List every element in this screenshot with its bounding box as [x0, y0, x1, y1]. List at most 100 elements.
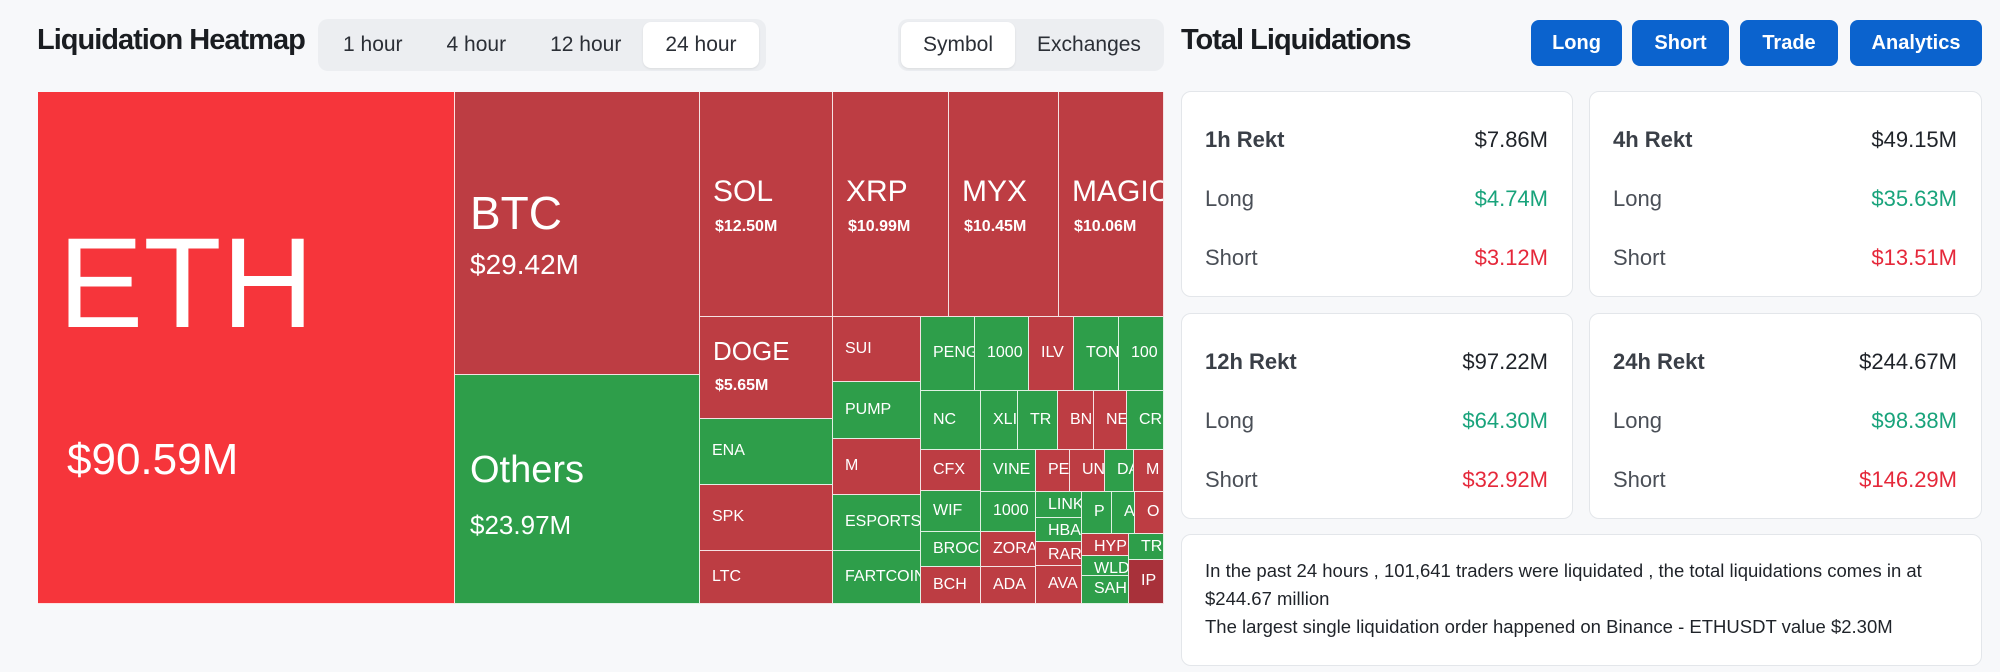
heatmap-tile-cfx[interactable]: CFX [921, 450, 981, 491]
tile-symbol: ESPORTS [845, 513, 921, 530]
heatmap-tile-pump[interactable]: PUMP [833, 382, 921, 439]
rekt-card-4h: 4h Rekt $49.15M Long $35.63M Short $13.51M [1589, 91, 1982, 297]
heatmap-tile-ilv[interactable]: ILV [1029, 317, 1074, 391]
long-button[interactable]: Long [1531, 20, 1622, 66]
heatmap-tile-doge[interactable]: DOGE $5.65M [700, 317, 833, 419]
heatmap-tile-ava[interactable]: AVA [1036, 566, 1082, 604]
tile-symbol: MYX [962, 175, 1028, 208]
heatmap-tile-eth[interactable]: ETH $90.59M [38, 92, 455, 604]
analytics-button[interactable]: Analytics [1850, 20, 1982, 66]
heatmap-tile-sui[interactable]: SUI [833, 317, 921, 382]
heatmap-tile-wif[interactable]: WIF [921, 491, 981, 532]
heatmap-tile-zora[interactable]: ZORA [981, 532, 1036, 567]
heatmap-tile-sol[interactable]: SOL $12.50M [700, 92, 833, 317]
tile-symbol: A [1124, 503, 1135, 520]
tile-symbol: O [1147, 503, 1160, 520]
heatmap-tile-m[interactable]: M [1134, 450, 1164, 492]
heatmap-tile-bch[interactable]: BCH [921, 567, 981, 604]
trade-button[interactable]: Trade [1740, 20, 1838, 66]
tab-exchanges[interactable]: Exchanges [1037, 33, 1141, 56]
tile-symbol: SOL [713, 175, 774, 208]
tab-4-hour[interactable]: 4 hour [446, 33, 507, 56]
heatmap-tile-pe[interactable]: PE [1036, 450, 1070, 492]
tile-value: $10.06M [1074, 218, 1137, 235]
heatmap-tile-hba[interactable]: HBA [1036, 518, 1082, 542]
heatmap-tile-100[interactable]: 100 [1119, 317, 1164, 391]
card-label: 12h Rekt [1205, 349, 1297, 374]
tile-symbol: ETH [58, 212, 314, 355]
tile-symbol: WIF [933, 501, 963, 519]
heatmap-tile-cr[interactable]: CR [1127, 391, 1164, 450]
long-label: Long [1205, 408, 1254, 433]
tile-symbol: DA [1117, 461, 1133, 478]
heatmap-tile-nc[interactable]: NC [921, 391, 981, 450]
heatmap-tile-xrp[interactable]: XRP $10.99M [833, 92, 949, 317]
heatmap-tile-xli[interactable]: XLI [981, 391, 1018, 450]
long-label: Long [1205, 186, 1254, 211]
tile-symbol: SPK [712, 508, 745, 525]
heatmap-tile-wld[interactable]: WLD [1082, 556, 1129, 576]
heatmap-title: Liquidation Heatmap [37, 24, 306, 56]
heatmap-tile-vine[interactable]: VINE [981, 450, 1036, 492]
tile-symbol: 1000 [987, 344, 1023, 361]
tab-12-hour[interactable]: 12 hour [550, 33, 622, 56]
long-label: Long [1613, 408, 1662, 433]
heatmap-tile-un[interactable]: UN [1070, 450, 1105, 492]
heatmap-tile-btc[interactable]: BTC $29.42M [455, 92, 700, 375]
long-label: Long [1613, 186, 1662, 211]
time-range-tabs: 1 hour 4 hour 12 hour 24 hour [318, 19, 766, 71]
tile-symbol: TON [1086, 344, 1119, 361]
tile-symbol: XLI [993, 410, 1018, 428]
tile-symbol: Others [470, 449, 585, 491]
heatmap-tile-tr[interactable]: TR [1129, 534, 1164, 560]
heatmap-tile-fartcoin[interactable]: FARTCOIN [833, 551, 921, 604]
card-total: $7.86M [1474, 127, 1548, 152]
tile-symbol: RAR [1048, 546, 1082, 563]
tab-1-hour[interactable]: 1 hour [343, 33, 403, 56]
liquidation-heatmap: ETH $90.59M BTC $29.42M Others $23.97M SOL $12.… [38, 92, 1164, 604]
short-label: Short [1613, 467, 1666, 492]
heatmap-tile-p[interactable]: P [1082, 492, 1112, 534]
short-label: Short [1205, 245, 1258, 270]
tile-symbol: 1000 [993, 502, 1029, 519]
tab-symbol[interactable]: Symbol [901, 22, 1016, 68]
tile-symbol: ENA [712, 442, 745, 459]
tile-symbol: PE [1048, 461, 1070, 478]
heatmap-tile-spk[interactable]: SPK [700, 485, 833, 551]
rekt-card-12h: 12h Rekt $97.22M Long $64.30M Short $32.92M [1181, 313, 1573, 519]
heatmap-tile-tr[interactable]: TR [1018, 391, 1058, 450]
tab-24-hour[interactable]: 24 hour [643, 22, 759, 68]
heatmap-tile-peng[interactable]: PENG [921, 317, 975, 391]
heatmap-tile-hyp[interactable]: HYP [1082, 534, 1129, 556]
heatmap-tile-myx[interactable]: MYX $10.45M [949, 92, 1059, 317]
heatmap-tile-others[interactable]: Others $23.97M [455, 375, 700, 604]
tile-value: $10.99M [848, 218, 911, 235]
heatmap-tile-o[interactable]: O [1135, 492, 1164, 534]
tile-symbol: MAGIC [1072, 175, 1164, 208]
heatmap-tile-a[interactable]: A [1112, 492, 1135, 534]
heatmap-tile-sah[interactable]: SAH [1082, 576, 1129, 604]
tile-symbol: M [1146, 461, 1160, 478]
heatmap-tile-ada[interactable]: ADA [981, 567, 1036, 604]
heatmap-tile-broc[interactable]: BROC [921, 532, 981, 567]
heatmap-tile-1000[interactable]: 1000 [981, 492, 1036, 532]
heatmap-tile-bn[interactable]: BN [1058, 391, 1094, 450]
short-button[interactable]: Short [1632, 20, 1729, 66]
heatmap-tile-da[interactable]: DA [1105, 450, 1134, 492]
heatmap-tile-ton[interactable]: TON [1074, 317, 1119, 391]
heatmap-tile-esports[interactable]: ESPORTS [833, 495, 921, 551]
heatmap-tile-1000[interactable]: 1000 [975, 317, 1029, 391]
heatmap-tile-m[interactable]: M [833, 439, 921, 495]
short-label: Short [1613, 245, 1666, 270]
long-value: $35.63M [1871, 186, 1957, 211]
tile-symbol: TR [1030, 410, 1052, 428]
heatmap-tile-ltc[interactable]: LTC [700, 551, 833, 604]
heatmap-tile-ne[interactable]: NE [1094, 391, 1127, 450]
heatmap-tile-magic[interactable]: MAGIC $10.06M [1059, 92, 1164, 317]
heatmap-tile-link[interactable]: LINK [1036, 492, 1082, 518]
heatmap-tile-rar[interactable]: RAR [1036, 542, 1082, 566]
tile-symbol: BCH [933, 575, 967, 593]
long-value: $98.38M [1871, 408, 1957, 433]
heatmap-tile-ip[interactable]: IP [1129, 560, 1164, 604]
heatmap-tile-ena[interactable]: ENA [700, 419, 833, 485]
